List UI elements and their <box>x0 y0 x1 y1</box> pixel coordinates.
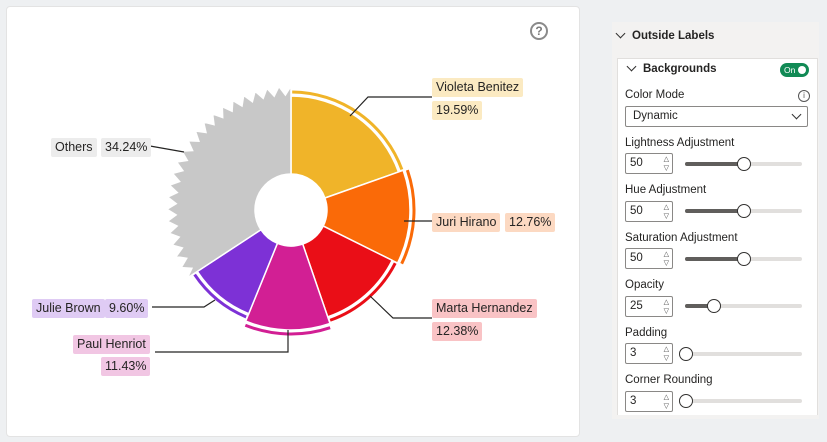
leader-line-4 <box>152 299 216 308</box>
slider-fill <box>685 162 744 166</box>
padding-slider-thumb[interactable] <box>679 347 693 361</box>
label-value-violeta: 19.59% <box>432 101 483 120</box>
label-value-juri: 12.76% <box>505 213 556 232</box>
label-name-violeta: Violeta Benitez <box>432 78 524 97</box>
spin-up-icon[interactable]: △ <box>663 251 669 258</box>
color-mode-label: Color Mode <box>625 89 685 101</box>
corner-rounding-slider[interactable] <box>685 399 802 403</box>
chevron-down-icon <box>791 109 802 120</box>
spin-down-icon[interactable]: ▽ <box>663 355 669 362</box>
help-icon[interactable]: ? <box>530 22 548 40</box>
label-name-marta: Marta Hernandez <box>432 299 537 318</box>
saturation-slider-thumb[interactable] <box>736 252 751 266</box>
spin-down-icon[interactable]: ▽ <box>663 213 669 220</box>
info-icon[interactable]: i <box>798 90 810 102</box>
saturation-spinner[interactable]: 50 △ ▽ <box>625 248 673 269</box>
slider-fill <box>685 209 744 213</box>
label-name-juri: Juri Hirano <box>432 213 501 232</box>
label-name-julie: Julie Brown <box>32 299 105 318</box>
slice-accent-4 <box>193 273 247 319</box>
opacity-slider-thumb[interactable] <box>707 299 722 313</box>
spin-down-icon[interactable]: ▽ <box>663 165 669 172</box>
corner-rounding-label: Corner Rounding <box>625 374 713 386</box>
leader-line-2 <box>369 295 432 319</box>
lightness-label: Lightness Adjustment <box>625 137 735 149</box>
color-mode-dropdown[interactable]: Dynamic <box>625 106 808 127</box>
chevron-down-icon <box>615 28 626 39</box>
slice-accent-2 <box>329 262 397 322</box>
lightness-spinner[interactable]: 50 △ ▽ <box>625 153 673 174</box>
label-value-paul: 11.43% <box>101 357 151 376</box>
label-value-julie: 9.60% <box>105 299 149 318</box>
spin-down-icon[interactable]: ▽ <box>663 260 669 267</box>
lightness-slider-thumb[interactable] <box>736 157 751 171</box>
corner-rounding-slider-thumb[interactable] <box>679 394 693 408</box>
donut-hole <box>255 174 327 246</box>
hue-label: Hue Adjustment <box>625 184 707 196</box>
spin-down-icon[interactable]: ▽ <box>663 308 669 315</box>
slider-fill <box>685 257 744 261</box>
spin-up-icon[interactable]: △ <box>663 299 669 306</box>
backgrounds-header[interactable]: Backgrounds <box>625 61 717 75</box>
slice-accent-1 <box>400 169 416 265</box>
padding-spinner[interactable]: 3 △ ▽ <box>625 343 673 364</box>
leader-line-0 <box>349 96 432 117</box>
toggle-knob <box>798 66 806 74</box>
label-value-others: 34.24% <box>101 138 152 157</box>
corner-rounding-spinner[interactable]: 3 △ ▽ <box>625 391 673 412</box>
leader-line-3 <box>155 330 289 353</box>
chevron-down-icon <box>626 61 637 72</box>
hue-slider-thumb[interactable] <box>736 204 751 218</box>
label-value-marta: 12.38% <box>432 322 483 341</box>
leader-line-5 <box>149 145 185 153</box>
donut-chart <box>149 86 432 353</box>
label-name-others: Others <box>51 138 97 157</box>
backgrounds-toggle[interactable]: On <box>780 63 809 77</box>
outside-labels-header[interactable]: Outside Labels <box>614 28 714 42</box>
spin-up-icon[interactable]: △ <box>663 394 669 401</box>
opacity-slider[interactable] <box>685 304 802 308</box>
slider-fill <box>685 304 715 308</box>
label-name-paul: Paul Henriot <box>73 335 150 354</box>
padding-label: Padding <box>625 327 668 339</box>
saturation-label: Saturation Adjustment <box>625 232 738 244</box>
opacity-spinner[interactable]: 25 △ ▽ <box>625 296 673 317</box>
hue-spinner[interactable]: 50 △ ▽ <box>625 201 673 222</box>
spin-down-icon[interactable]: ▽ <box>663 403 669 410</box>
spin-up-icon[interactable]: △ <box>663 204 669 211</box>
padding-slider[interactable] <box>685 352 802 356</box>
spin-up-icon[interactable]: △ <box>663 346 669 353</box>
opacity-label: Opacity <box>625 279 664 291</box>
spin-up-icon[interactable]: △ <box>663 156 669 163</box>
slice-accent-0 <box>292 90 404 171</box>
